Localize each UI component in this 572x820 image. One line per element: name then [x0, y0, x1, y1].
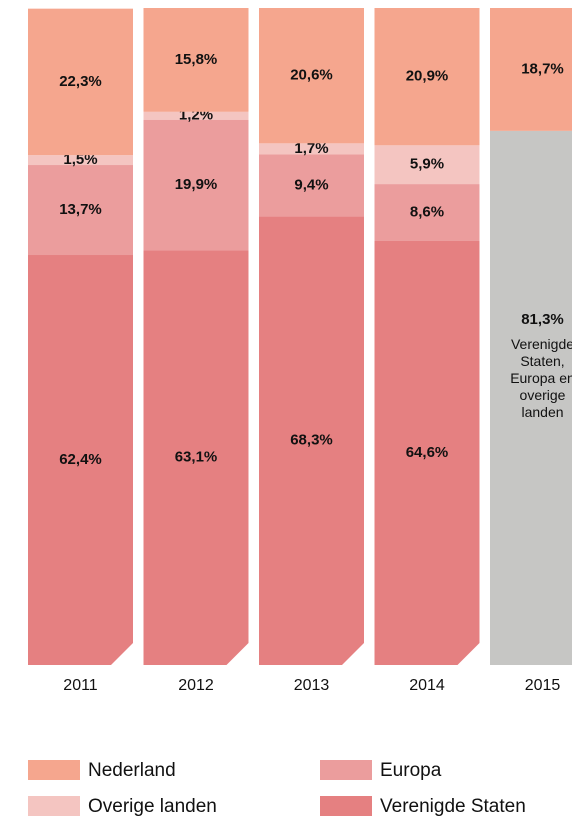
value-label: 19,9% [175, 176, 218, 193]
annotation-text: Verenigde Staten, Europa en overige land… [510, 335, 572, 420]
value-label: 1,5% [63, 151, 97, 168]
annotation-box: Verenigde Staten, Europa en overige land… [510, 335, 572, 420]
value-label: 8,6% [410, 203, 444, 220]
value-label: 13,7% [59, 201, 102, 218]
legend-swatch [320, 796, 372, 816]
legend-label: Europa [380, 760, 442, 781]
value-label: 63,1% [175, 449, 218, 466]
value-label: 64,6% [406, 444, 449, 461]
bar-segment [259, 216, 364, 666]
value-label: 1,7% [294, 140, 328, 157]
legend-swatch [28, 760, 80, 780]
legend-swatch [320, 760, 372, 780]
value-label: 62,4% [59, 451, 102, 468]
legend-label: Nederland [88, 760, 176, 781]
bar-segment [490, 8, 572, 131]
value-label: 5,9% [410, 156, 444, 173]
x-tick-label: 2013 [294, 677, 330, 694]
bar-segment [28, 255, 133, 666]
value-label: 15,8% [175, 51, 218, 68]
bar-segment [490, 130, 572, 665]
bar-segment [259, 143, 364, 155]
bar-segment [374, 8, 480, 146]
value-label: 20,9% [406, 68, 449, 85]
x-tick-label: 2014 [409, 677, 445, 694]
value-label: 68,3% [290, 432, 333, 449]
value-label: 20,6% [290, 67, 333, 84]
bar-segment [143, 8, 249, 112]
bar-segment [259, 8, 364, 144]
x-tick-label: 2011 [63, 677, 98, 694]
bar-segment [259, 154, 364, 217]
legend-label: Overige landen [88, 796, 217, 817]
x-tick-label: 2012 [178, 677, 214, 694]
value-label: 81,3% [521, 311, 564, 328]
value-label: 18,7% [521, 60, 564, 77]
value-label: 22,3% [59, 73, 102, 90]
bar-segment [143, 119, 249, 251]
bar-segment [143, 250, 249, 666]
bar-segment [28, 8, 133, 156]
bar-segment [374, 240, 480, 665]
bar-segment [374, 184, 480, 241]
x-tick-label: 2015 [525, 677, 561, 694]
bar-segment [28, 165, 133, 256]
bar-segment [28, 155, 133, 166]
bar-segment [374, 145, 480, 185]
bar-segment [143, 111, 249, 120]
legend-label: Verenigde Staten [380, 796, 526, 817]
value-label: 9,4% [294, 176, 328, 193]
legend-swatch [28, 796, 80, 816]
